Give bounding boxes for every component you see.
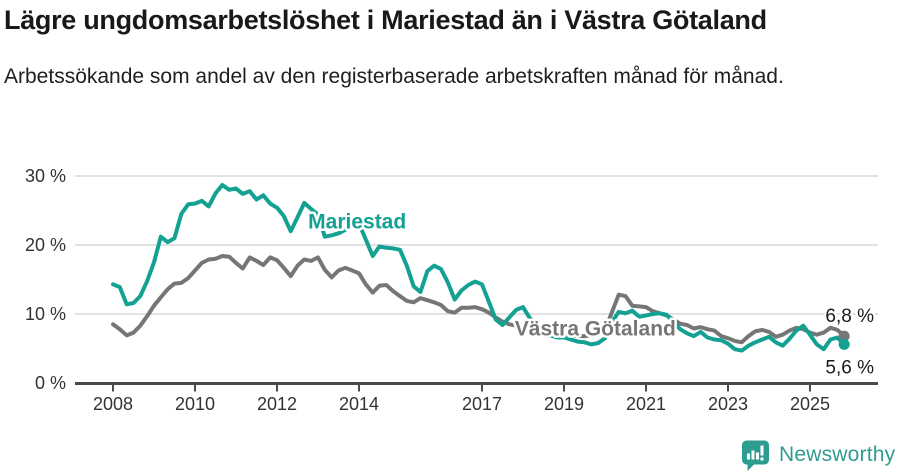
chart-area: 0 % 10 % 20 % 30 % 2008 2010 2012 2014 2017 2019 2… <box>0 140 900 430</box>
v-stra-g-taland-label: Västra Götaland <box>515 317 676 340</box>
mariestad-label: Mariestad <box>308 210 406 233</box>
x-axis-label: 2019 <box>544 394 584 414</box>
y-axis-label: 10 % <box>25 304 66 324</box>
series-end-dot <box>838 330 850 342</box>
x-axis-label: 2025 <box>790 394 830 414</box>
x-axis-label: 2012 <box>257 394 297 414</box>
x-axis-label: 2017 <box>462 394 502 414</box>
chart-subtitle: Arbetssökande som andel av den registerb… <box>4 65 784 88</box>
brand-name: Newsworthy <box>779 443 896 466</box>
y-axis-label: 20 % <box>25 235 66 255</box>
series-end-value-label: 6,8 % <box>825 306 874 327</box>
x-axis-label: 2008 <box>93 394 133 414</box>
mariestad-line <box>111 183 847 353</box>
series-end-value-label: 5,6 % <box>825 357 874 378</box>
newsworthy-logo-icon <box>742 440 769 471</box>
chart-svg: 0 % 10 % 20 % 30 % 2008 2010 2012 2014 2017 2019 2… <box>25 166 878 414</box>
y-axis-label: 30 % <box>25 166 66 186</box>
x-axis-label: 2021 <box>626 394 666 414</box>
v-stra-g-taland-line <box>111 254 847 345</box>
series-end-dot <box>838 338 850 350</box>
x-axis-label: 2023 <box>708 394 748 414</box>
brand-footer: Newsworthy <box>740 438 895 472</box>
chart-title: Lägre ungdomsarbetslöshet i Mariestad än… <box>4 5 767 35</box>
x-axis-label: 2010 <box>175 394 215 414</box>
y-axis-label: 0 % <box>35 373 66 393</box>
x-axis-label: 2014 <box>339 394 379 414</box>
